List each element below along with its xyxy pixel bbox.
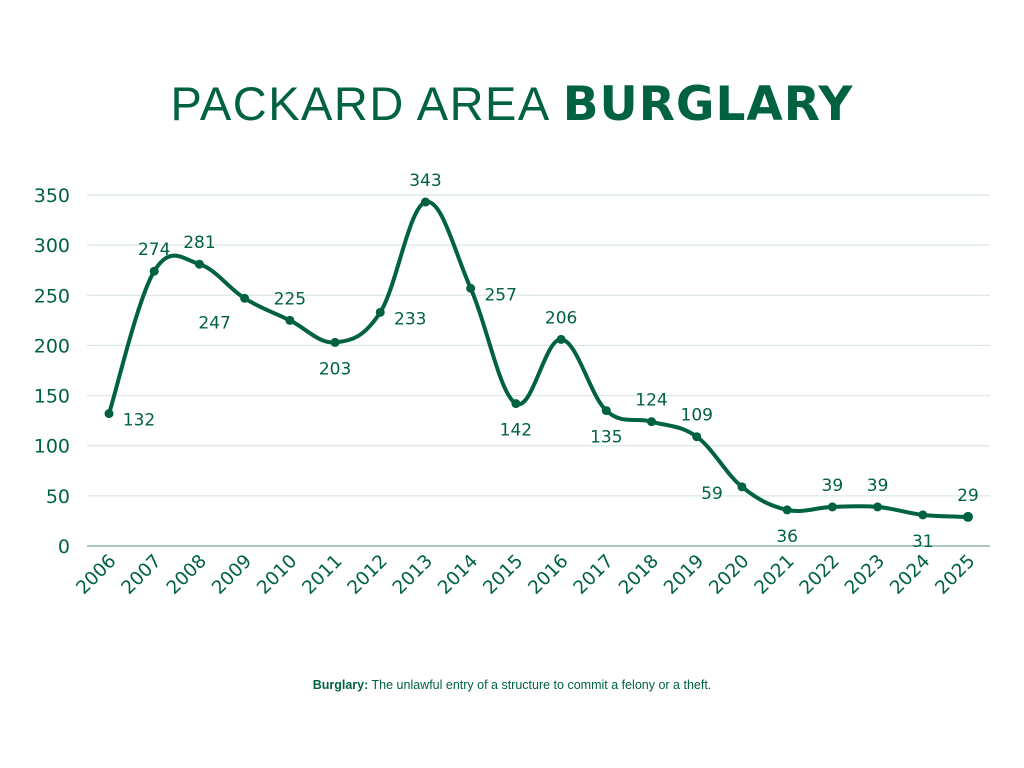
x-tick-label: 2011 xyxy=(298,551,346,599)
data-point xyxy=(601,406,611,416)
x-tick-label: 2017 xyxy=(570,551,618,599)
data-label: 132 xyxy=(123,411,155,431)
x-tick-label: 2010 xyxy=(253,551,301,599)
x-axis-labels: 2006200720082009201020112012201320142015… xyxy=(72,551,979,599)
data-point xyxy=(918,510,928,520)
data-point xyxy=(104,409,114,419)
data-label: 247 xyxy=(198,313,230,333)
data-label: 225 xyxy=(274,289,306,309)
data-point xyxy=(420,197,430,207)
data-label: 257 xyxy=(484,285,516,305)
data-point xyxy=(737,482,747,492)
data-label: 274 xyxy=(138,240,170,260)
x-tick-label: 2015 xyxy=(479,551,527,599)
data-label: 233 xyxy=(394,309,426,329)
y-tick-label: 200 xyxy=(34,335,70,357)
y-axis-labels: 0 50 100 150 200 250 300 350 xyxy=(34,185,70,558)
x-tick-label: 2007 xyxy=(118,551,166,599)
data-point xyxy=(240,293,250,303)
footnote-definition: The unlawful entry of a structure to com… xyxy=(368,678,712,692)
y-tick-label: 300 xyxy=(34,235,70,257)
chart-title: PACKARD AREA BURGLARY xyxy=(0,76,1024,132)
x-tick-label: 2024 xyxy=(886,551,934,599)
data-label: 135 xyxy=(590,428,622,448)
y-tick-label: 250 xyxy=(34,285,70,307)
data-point xyxy=(963,511,973,522)
x-tick-label: 2013 xyxy=(389,551,437,599)
data-point xyxy=(873,502,883,512)
data-label: 124 xyxy=(635,391,667,411)
x-tick-label: 2009 xyxy=(208,551,256,599)
data-point xyxy=(511,399,521,409)
data-point xyxy=(375,307,385,317)
data-label: 39 xyxy=(822,476,844,496)
footnote: Burglary: The unlawful entry of a struct… xyxy=(0,678,1024,692)
x-tick-label: 2006 xyxy=(72,551,120,599)
data-label: 31 xyxy=(912,532,934,552)
data-label: 59 xyxy=(701,484,723,504)
data-label: 343 xyxy=(409,171,441,191)
data-point xyxy=(782,505,792,515)
footnote-term: Burglary: xyxy=(312,678,369,692)
x-tick-label: 2008 xyxy=(163,551,211,599)
x-tick-label: 2021 xyxy=(751,551,799,599)
y-tick-label: 150 xyxy=(34,386,70,408)
chart-title-bold: BURGLARY xyxy=(562,77,854,132)
data-labels: 132 274 281 247 225 203 233 343 257 142 206 135 124 1… xyxy=(123,171,979,552)
data-label: 109 xyxy=(681,406,713,426)
data-point xyxy=(466,283,476,293)
y-tick-label: 0 xyxy=(58,536,70,558)
data-point xyxy=(330,337,340,347)
x-tick-label: 2023 xyxy=(841,551,889,599)
data-label: 36 xyxy=(776,527,798,547)
data-label: 29 xyxy=(957,486,979,506)
x-tick-label: 2022 xyxy=(796,551,844,599)
x-tick-label: 2019 xyxy=(660,551,708,599)
data-point xyxy=(827,502,837,512)
data-points xyxy=(104,197,973,522)
x-tick-label: 2012 xyxy=(344,551,392,599)
data-label: 281 xyxy=(183,233,215,253)
data-point xyxy=(149,266,159,276)
data-point xyxy=(285,315,295,325)
y-tick-label: 350 xyxy=(34,185,70,207)
data-point xyxy=(692,432,702,442)
x-tick-label: 2025 xyxy=(931,551,979,599)
data-point xyxy=(194,259,204,269)
data-point xyxy=(647,417,657,427)
data-label: 203 xyxy=(319,359,351,379)
data-label: 39 xyxy=(867,476,889,496)
data-point xyxy=(556,334,566,344)
x-tick-label: 2020 xyxy=(705,551,753,599)
data-label: 142 xyxy=(500,421,532,441)
x-tick-label: 2014 xyxy=(434,551,482,599)
x-tick-label: 2018 xyxy=(615,551,663,599)
series-line xyxy=(107,200,970,519)
data-label: 206 xyxy=(545,308,577,328)
y-tick-label: 100 xyxy=(34,436,70,458)
chart-title-light: PACKARD AREA xyxy=(170,77,563,130)
x-tick-label: 2016 xyxy=(524,551,572,599)
y-tick-label: 50 xyxy=(46,486,70,508)
